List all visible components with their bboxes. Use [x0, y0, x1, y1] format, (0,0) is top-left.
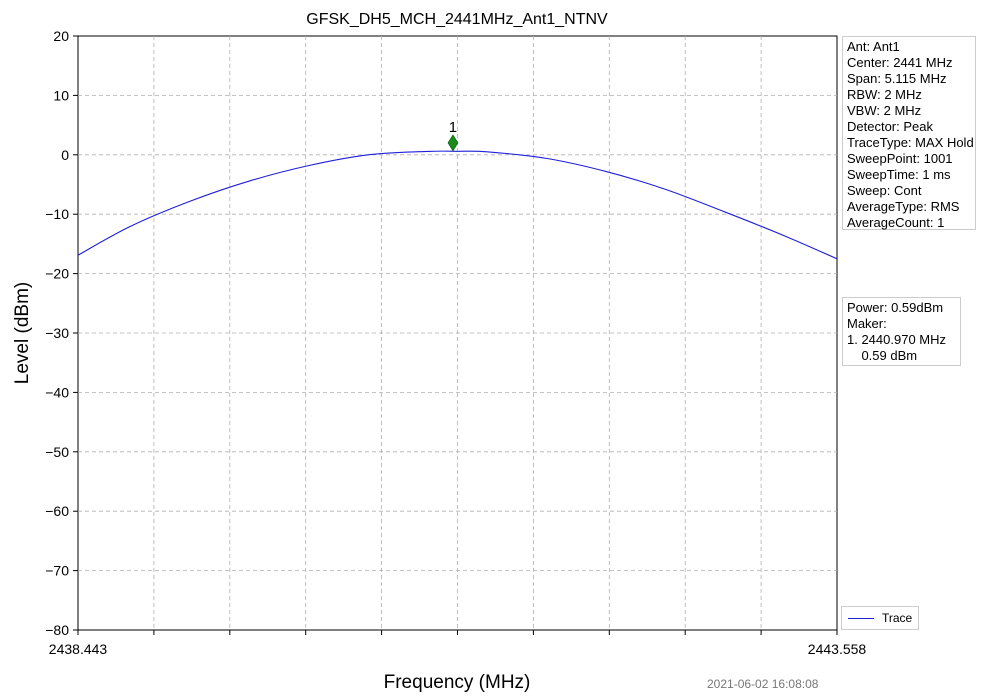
params-line: AverageType: RMS [847, 199, 960, 214]
y-tick-label: −20 [45, 266, 69, 282]
y-tick-label: −10 [45, 206, 69, 222]
y-tick-label: −50 [45, 444, 69, 460]
params-line: RBW: 2 MHz [847, 87, 922, 102]
y-tick-label: 10 [53, 87, 69, 103]
x-ticks: 2438.443 2443.558 [49, 630, 867, 657]
power-line: 1. 2440.970 MHz [847, 332, 947, 347]
marker-layer: 1 [447, 119, 459, 152]
y-tick-label: −70 [45, 563, 69, 579]
legend-line-swatch [848, 618, 874, 619]
params-line: SweepTime: 1 ms [847, 167, 951, 182]
params-line: SweepPoint: 1001 [847, 151, 953, 166]
params-line: TraceType: MAX Hold [847, 135, 974, 150]
params-line: VBW: 2 MHz [847, 103, 922, 118]
chart-title: GFSK_DH5_MCH_2441MHz_Ant1_NTNV [306, 11, 608, 28]
params-line: Detector: Peak [847, 119, 933, 134]
power-line: Power: 0.59dBm [847, 300, 944, 315]
marker-label: 1 [449, 119, 457, 136]
power-line: 0.59 dBm [847, 348, 918, 363]
y-ticks: 20 10 0 −10 −20 −30 −40 −50 −60 −70 −80 [45, 28, 78, 638]
marker-diamond [447, 134, 459, 152]
params-line: Span: 5.115 MHz [847, 71, 947, 86]
params-line: AverageCount: 1 [847, 215, 945, 230]
legend-label: Trace [882, 611, 913, 625]
grid [78, 36, 837, 630]
params-line: Sweep: Cont [847, 183, 922, 198]
legend: Trace [841, 606, 919, 630]
y-tick-label: −30 [45, 325, 69, 341]
power-marker-box: Power: 0.59dBm Maker: 1. 2440.970 MHz 0.59… [842, 297, 961, 366]
x-axis-label: Frequency (MHz) [384, 672, 531, 693]
params-line: Ant: Ant1 [847, 39, 900, 54]
y-tick-label: −40 [45, 384, 69, 400]
series-layer [77, 150, 838, 260]
y-tick-label: 20 [53, 28, 69, 44]
y-axis-label: Level (dBm) [12, 282, 33, 384]
y-tick-label: 0 [61, 147, 69, 163]
y-tick-label: −60 [45, 503, 69, 519]
x-tick-label-start: 2438.443 [49, 641, 108, 657]
params-line: Center: 2441 MHz [847, 55, 953, 70]
y-tick-label: −80 [45, 622, 69, 638]
measurement-params-box: Ant: Ant1 Center: 2441 MHz Span: 5.115 MHz… [842, 36, 976, 230]
power-line: Maker: [847, 316, 887, 331]
series-line-trace [77, 150, 838, 260]
x-tick-label-end: 2443.558 [808, 641, 867, 657]
timestamp: 2021-06-02 16:08:08 [707, 677, 819, 691]
